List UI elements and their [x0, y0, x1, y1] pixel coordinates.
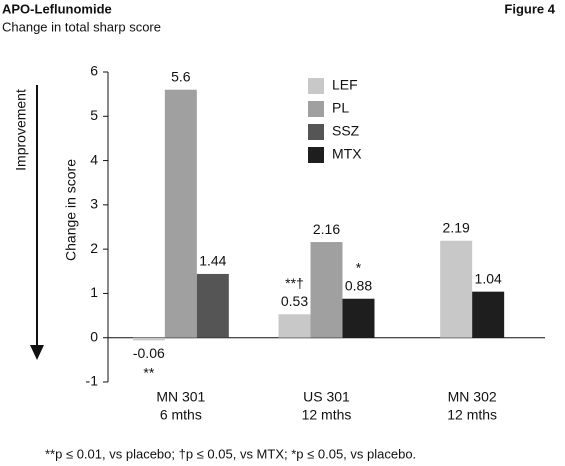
value-label: 1.44 — [199, 253, 226, 269]
bar — [164, 89, 197, 338]
y-tick-label: 4 — [90, 151, 98, 167]
legend-swatch — [308, 78, 324, 94]
value-label: 2.19 — [443, 219, 470, 235]
legend-label: LEF — [332, 77, 358, 93]
legend-label: MTX — [332, 146, 362, 162]
bar — [472, 291, 505, 338]
chart-title: APO-Leflunomide — [2, 1, 112, 16]
value-label: 1.04 — [475, 270, 502, 286]
bar — [196, 273, 229, 338]
chart-subtitle: Change in total sharp score — [2, 19, 161, 34]
annotation: ** — [143, 364, 154, 380]
y-tick-label: 1 — [90, 284, 98, 300]
legend-swatch — [308, 147, 324, 163]
legend-swatch — [308, 101, 324, 117]
annotation: * — [356, 259, 362, 275]
improvement-arrowhead — [30, 345, 44, 360]
figure-label: Figure 4 — [504, 1, 555, 16]
legend-label: PL — [332, 100, 349, 116]
x-tick-sublabel: 12 mths — [447, 407, 497, 423]
bar — [132, 337, 165, 341]
legend-label: SSZ — [332, 123, 360, 139]
side-label: Improvement — [13, 89, 29, 171]
y-tick-label: 3 — [90, 196, 98, 212]
value-label: 0.53 — [281, 293, 308, 309]
bar — [278, 314, 311, 338]
x-tick-label: MN 301 — [156, 389, 205, 405]
bar — [342, 298, 375, 338]
y-tick-label: 0 — [90, 328, 98, 344]
x-tick-sublabel: 6 mths — [160, 407, 202, 423]
y-tick-label: -1 — [86, 373, 99, 389]
value-label: 0.88 — [345, 277, 372, 293]
y-axis-label: Change in score — [63, 159, 79, 261]
y-tick-label: 5 — [90, 107, 98, 123]
x-tick-label: MN 302 — [448, 389, 497, 405]
value-label: 5.6 — [171, 68, 191, 84]
annotation: **† — [285, 275, 304, 291]
x-tick-sublabel: 12 mths — [302, 407, 352, 423]
legend-swatch — [308, 124, 324, 140]
footnote: **p ≤ 0.01, vs placebo; †p ≤ 0.05, vs MT… — [45, 446, 416, 461]
value-label: -0.06 — [133, 345, 165, 361]
x-tick-label: US 301 — [303, 389, 350, 405]
y-tick-label: 2 — [90, 240, 98, 256]
y-tick-label: 6 — [90, 63, 98, 79]
bar — [440, 240, 473, 338]
value-label: 2.16 — [313, 221, 340, 237]
bar — [310, 242, 343, 338]
